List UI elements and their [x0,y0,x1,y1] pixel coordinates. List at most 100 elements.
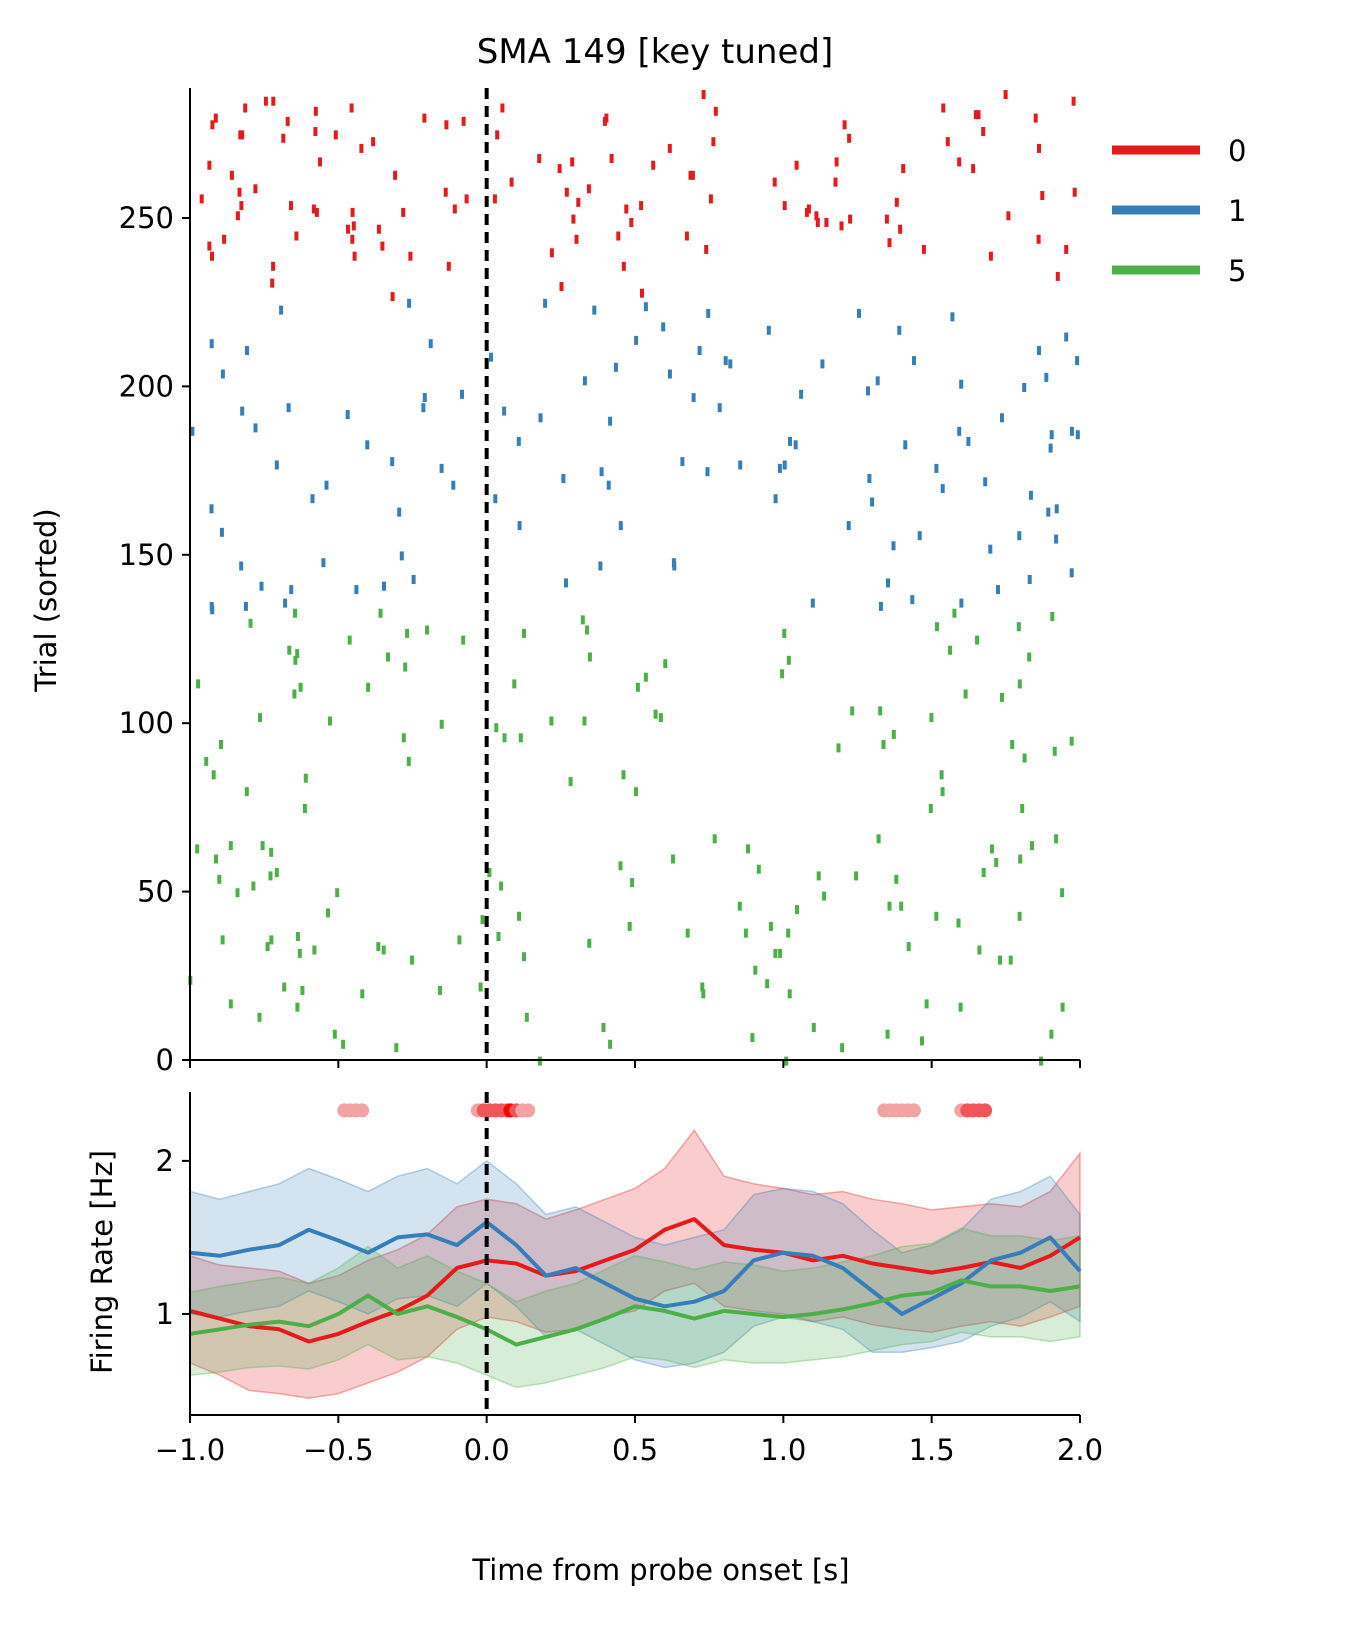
spike-tick [543,298,548,308]
spike-tick [940,484,945,494]
raster-y-tick-label: 250 [119,201,174,235]
spike-tick [723,356,728,366]
spike-tick [1027,652,1032,662]
spike-tick [753,965,758,975]
spike-tick [667,369,672,379]
spike-tick [354,585,359,595]
spike-tick [671,854,675,864]
spike-tick [274,868,279,877]
spike-tick [386,652,390,662]
spike-tick [945,137,950,147]
significance-marker [978,1103,993,1118]
spike-tick [390,292,395,302]
spike-tick [303,773,308,783]
spike-tick [359,143,364,153]
spike-tick [394,1043,399,1053]
spike-tick [1060,1002,1065,1012]
spike-tick [609,154,614,163]
spike-tick [259,581,264,591]
spike-tick [204,756,209,766]
spike-tick [381,945,386,955]
spike-tick [897,325,902,335]
spike-tick [934,463,939,473]
spike-tick [538,413,543,423]
spike-tick [924,999,929,1009]
spike-tick [302,804,307,813]
spike-tick [1020,804,1025,813]
spike-tick [743,928,748,938]
spike-tick [446,261,451,271]
spike-tick [274,460,279,470]
spike-tick [667,143,672,153]
spike-tick [492,194,497,204]
spike-tick [461,116,466,126]
spike-tick [921,244,926,254]
spike-tick [981,868,986,877]
spike-tick [500,103,505,113]
spike-tick [1022,753,1027,763]
rate-y-tick-label: 2 [156,1144,174,1178]
spike-tick [688,170,693,180]
spike-tick [663,659,668,669]
spike-tick [328,716,332,726]
spike-tick [219,740,223,749]
spike-tick [332,1029,337,1039]
spike-tick [253,184,258,194]
spike-tick [248,618,253,628]
spike-tick [516,436,521,446]
spike-tick [934,911,939,921]
spike-tick [847,133,852,143]
raster-series-1 [190,298,1080,615]
spike-tick [352,251,357,261]
spike-tick [621,770,626,780]
rate-panel: −1.0 −0.5 0.0 0.5 1.0 1.5 2.0 1 2 Firing Rate [H… [85,1092,1103,1587]
spike-tick [228,999,233,1009]
spike-tick [786,928,791,938]
spike-tick [239,201,244,211]
spike-tick [457,935,462,945]
spike-tick [842,120,847,130]
spike-tick [782,201,787,211]
spike-tick [768,921,773,931]
spike-tick [407,298,412,308]
spike-tick [571,214,576,224]
spike-tick [651,160,656,170]
raster-y-tick-label: 200 [119,369,174,403]
spike-tick [401,207,406,217]
spike-tick [952,608,957,618]
spike-tick [263,96,268,106]
spike-tick [795,905,799,915]
rate-x-tick-label: −1.0 [155,1433,225,1467]
spike-tick [1069,426,1074,436]
spike-tick [756,864,761,874]
spike-tick [517,521,522,531]
spike-tick [836,743,841,753]
spike-tick [1016,622,1021,632]
spike-tick [401,733,406,743]
spike-tick [1064,332,1069,342]
spike-tick [243,103,248,113]
spike-tick [347,635,352,645]
spike-tick [461,635,466,645]
raster-axes: 0 50 100 150 200 250 [119,88,1081,1077]
spike-tick [1036,234,1041,244]
spike-tick [624,204,629,214]
raster-y-tick-label: 50 [137,875,174,909]
spike-tick [773,494,778,504]
spike-tick [210,251,214,261]
spike-tick [661,322,666,332]
spike-tick [239,561,244,571]
spike-tick [777,463,782,473]
rate-axes: −1.0 −0.5 0.0 0.5 1.0 1.5 2.0 1 2 [155,1092,1103,1467]
spike-tick [269,847,274,857]
spike-tick [810,598,815,608]
spike-tick [411,575,416,584]
spike-tick [629,218,634,227]
spike-tick [346,224,350,234]
spike-tick [222,234,227,244]
spike-tick [335,888,340,898]
raster-series-5 [188,608,1074,1066]
spike-tick [1072,187,1077,197]
spike-tick [382,581,386,591]
rate-y-tick-label: 1 [156,1297,174,1331]
